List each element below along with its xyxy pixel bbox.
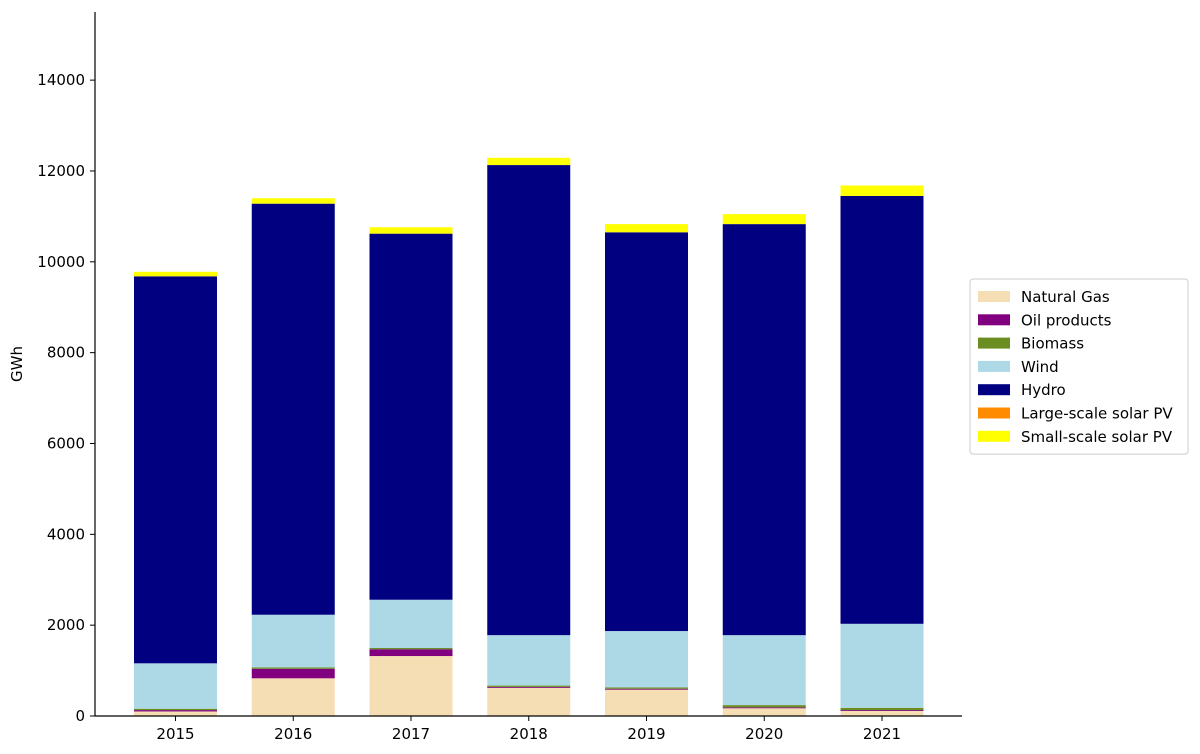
x-tick-label: 2015 bbox=[156, 725, 194, 743]
bar-biomass-2015 bbox=[134, 708, 217, 711]
bar-hydro-2018 bbox=[487, 165, 571, 636]
bar-small-scale-solar-pv-2018 bbox=[487, 157, 571, 166]
legend-label-small-scale-solar-pv: Small-scale solar PV bbox=[1021, 428, 1173, 446]
bar-hydro-2016 bbox=[251, 203, 335, 615]
legend-label-hydro: Hydro bbox=[1021, 381, 1066, 399]
x-tick-label: 2019 bbox=[627, 725, 665, 743]
bar-small-scale-solar-pv-2021 bbox=[840, 185, 924, 196]
bar-small-scale-solar-pv-2020 bbox=[722, 214, 806, 225]
bar-wind-2019 bbox=[605, 631, 688, 688]
bar-natural-gas-2018 bbox=[487, 687, 571, 716]
y-tick-label: 12000 bbox=[37, 162, 85, 180]
bar-small-scale-solar-pv-2016 bbox=[251, 198, 335, 204]
bar-oil-products-2016 bbox=[251, 668, 335, 679]
bar-biomass-2021 bbox=[840, 707, 924, 711]
y-tick-label: 14000 bbox=[37, 71, 85, 89]
legend-label-natural-gas: Natural Gas bbox=[1021, 288, 1110, 306]
legend-swatch-oil-products bbox=[978, 314, 1010, 326]
legend-swatch-large-scale-solar-pv bbox=[978, 407, 1010, 419]
bar-natural-gas-2021 bbox=[840, 711, 924, 716]
bar-biomass-2018 bbox=[487, 685, 571, 687]
legend: Natural Gas Oil products Biomass Wind Hydro L… bbox=[969, 278, 1189, 455]
bar-oil-products-2017 bbox=[369, 649, 453, 657]
y-tick-label: 8000 bbox=[47, 344, 85, 362]
x-tick-label: 2016 bbox=[274, 725, 312, 743]
bar-biomass-2016 bbox=[251, 667, 335, 669]
y-tick-label: 2000 bbox=[47, 616, 85, 634]
bar-hydro-2020 bbox=[722, 224, 806, 636]
legend-swatch-biomass bbox=[978, 337, 1010, 349]
bar-oil-products-2015 bbox=[134, 710, 217, 712]
legend-label-wind: Wind bbox=[1021, 358, 1059, 376]
bar-natural-gas-2017 bbox=[369, 656, 453, 716]
legend-label-oil-products: Oil products bbox=[1021, 311, 1112, 329]
y-tick-label: 4000 bbox=[47, 525, 85, 543]
bar-hydro-2019 bbox=[605, 232, 688, 632]
bar-biomass-2020 bbox=[722, 705, 806, 708]
legend-swatch-natural-gas bbox=[978, 291, 1010, 302]
bar-biomass-2017 bbox=[369, 647, 453, 650]
bar-small-scale-solar-pv-2019 bbox=[605, 224, 688, 233]
bar-wind-2017 bbox=[369, 599, 453, 648]
bar-natural-gas-2016 bbox=[251, 678, 335, 716]
bar-oil-products-2018 bbox=[487, 686, 571, 688]
legend-swatch-wind bbox=[978, 360, 1010, 372]
y-tick-label: 10000 bbox=[37, 253, 85, 271]
bar-biomass-2019 bbox=[605, 687, 688, 689]
bar-oil-products-2021 bbox=[840, 710, 924, 712]
axes-group: 0 2000 4000 6000 8000 10000 12000 14000 2015 2016… bbox=[37, 12, 962, 743]
x-tick-label: 2017 bbox=[392, 725, 430, 743]
bar-wind-2018 bbox=[487, 635, 571, 686]
bar-hydro-2015 bbox=[134, 276, 217, 664]
bar-wind-2016 bbox=[251, 614, 335, 668]
legend-label-large-scale-solar-pv: Large-scale solar PV bbox=[1021, 405, 1173, 423]
x-tick-label: 2018 bbox=[510, 725, 548, 743]
bar-hydro-2021 bbox=[840, 195, 924, 624]
legend-box bbox=[969, 278, 1189, 455]
bar-natural-gas-2020 bbox=[722, 708, 806, 716]
legend-swatch-hydro bbox=[978, 384, 1010, 396]
x-tick-label: 2020 bbox=[745, 725, 783, 743]
legend-swatch-small-scale-solar-pv bbox=[978, 430, 1010, 442]
bar-hydro-2017 bbox=[369, 233, 453, 600]
bar-wind-2021 bbox=[840, 623, 924, 708]
bar-oil-products-2019 bbox=[605, 688, 688, 690]
bar-oil-products-2020 bbox=[722, 707, 806, 709]
x-tick-label: 2021 bbox=[863, 725, 901, 743]
bar-natural-gas-2019 bbox=[605, 689, 688, 716]
y-axis-label: GWh bbox=[8, 346, 26, 382]
bar-wind-2020 bbox=[722, 635, 806, 706]
bar-small-scale-solar-pv-2017 bbox=[369, 227, 453, 234]
legend-label-biomass: Biomass bbox=[1021, 335, 1084, 353]
bar-small-scale-solar-pv-2015 bbox=[134, 271, 217, 277]
bar-natural-gas-2015 bbox=[134, 711, 217, 716]
bar-wind-2015 bbox=[134, 663, 217, 709]
y-tick-label: 6000 bbox=[47, 434, 85, 452]
bars-group bbox=[134, 157, 924, 716]
y-tick-label: 0 bbox=[75, 707, 85, 725]
